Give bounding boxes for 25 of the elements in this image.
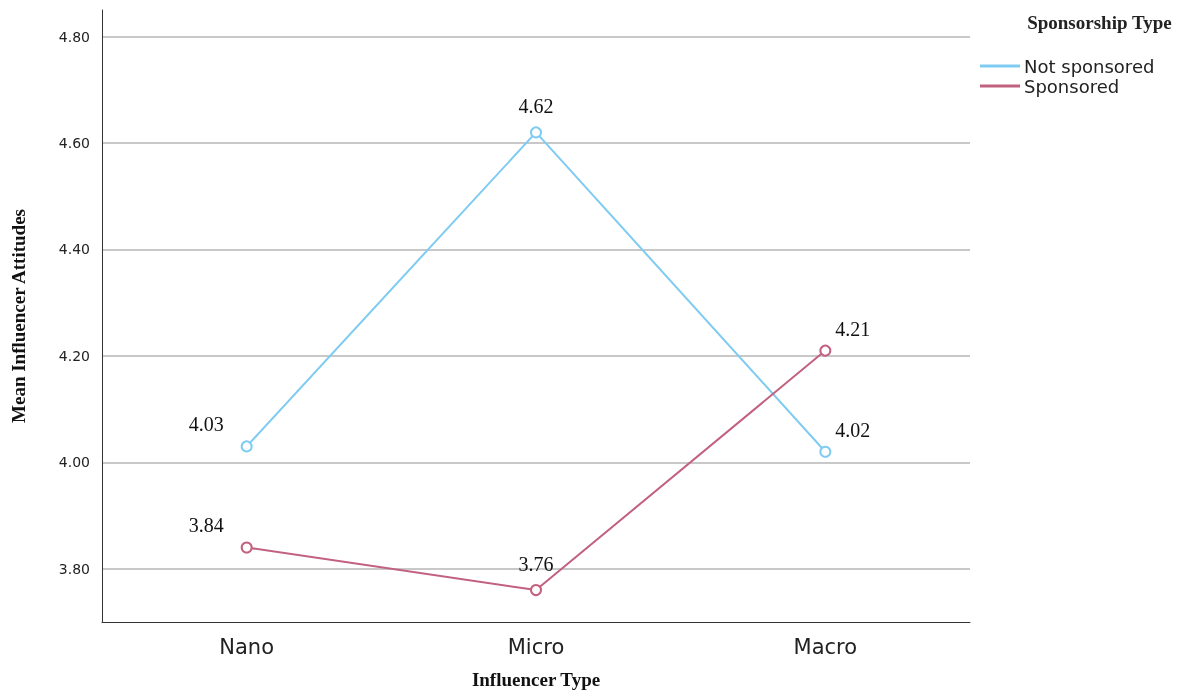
point <box>819 344 832 357</box>
data-label: 3.84 <box>188 514 224 537</box>
data-label: 4.21 <box>835 317 871 340</box>
point <box>530 584 542 597</box>
legend-title: Sponsorship Type <box>1027 12 1172 33</box>
y-tick-label: 3.80 <box>58 560 90 577</box>
legend-label: Not sponsored <box>1024 55 1155 77</box>
y-tick-label: 4.40 <box>58 241 90 258</box>
x-tick-label: Macro <box>793 634 858 659</box>
point <box>819 445 832 458</box>
x-axis-title: Influencer Type <box>471 669 601 690</box>
y-tick-label: 4.20 <box>58 347 90 364</box>
y-tick-label: 4.00 <box>58 454 90 471</box>
point <box>530 126 542 139</box>
data-label: 4.02 <box>835 418 871 441</box>
data-label: 4.03 <box>188 413 224 436</box>
data-label: 3.76 <box>518 553 554 576</box>
data-label: 4.62 <box>518 95 554 118</box>
y-axis-title: Mean Influencer Attitudes <box>8 209 29 423</box>
y-tick-label: 4.80 <box>58 28 90 45</box>
y-tick-label: 4.60 <box>58 135 90 152</box>
x-tick-label: Nano <box>219 634 275 659</box>
point <box>240 541 253 554</box>
point <box>240 440 253 453</box>
x-tick-label: Micro <box>507 634 565 659</box>
